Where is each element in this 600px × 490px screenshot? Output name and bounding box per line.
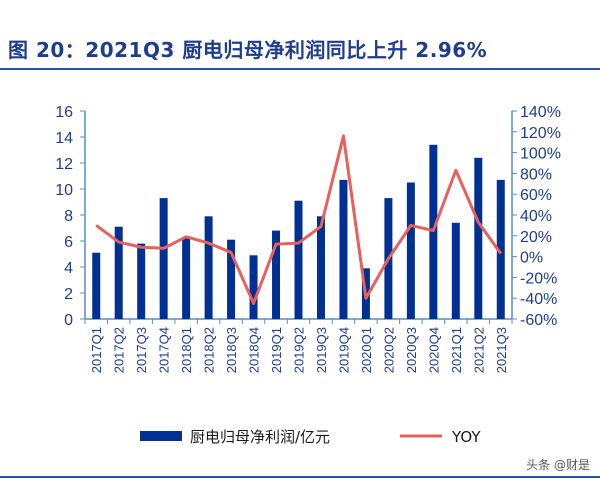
x-tick-label: 2019Q1 — [269, 327, 284, 373]
x-tick-label: 2021Q3 — [494, 327, 509, 373]
bar — [204, 216, 213, 319]
x-tick-label: 2020Q3 — [404, 327, 419, 373]
x-tick-label: 2019Q2 — [292, 327, 307, 373]
bar — [137, 243, 146, 319]
right-tick-label: 120% — [520, 125, 561, 142]
x-tick-label: 2017Q2 — [112, 327, 127, 373]
figure-title: 图 20：2021Q3 厨电归母净利润同比上升 2.96% — [8, 38, 488, 62]
x-tick-label: 2018Q4 — [247, 327, 262, 373]
left-tick-label: 12 — [55, 156, 73, 173]
left-tick-label: 8 — [64, 208, 73, 225]
right-tick-label: 40% — [520, 208, 552, 225]
x-tick-label: 2017Q4 — [157, 327, 172, 373]
x-tick-label: 2020Q2 — [381, 327, 396, 373]
bar — [272, 230, 281, 319]
x-tick-label: 2020Q1 — [359, 327, 374, 373]
x-tick-label: 2018Q2 — [202, 327, 217, 373]
right-tick-label: 140% — [520, 104, 561, 121]
legend-swatch-bar — [140, 431, 182, 441]
title-divider — [0, 68, 600, 70]
bar — [316, 216, 325, 319]
x-tick-label: 2018Q1 — [179, 327, 194, 373]
watermark: 头条 @财是 — [526, 458, 590, 472]
bar — [227, 239, 236, 319]
left-tick-label: 14 — [55, 130, 73, 147]
bar — [249, 255, 258, 319]
left-tick-label: 4 — [64, 260, 73, 277]
left-tick-label: 10 — [55, 182, 73, 199]
x-tick-label: 2019Q4 — [336, 327, 351, 373]
bar — [92, 252, 101, 319]
legend-label-line: YOY — [451, 428, 481, 446]
bar — [294, 200, 303, 319]
right-tick-label: 100% — [520, 146, 561, 163]
left-tick-label: 6 — [64, 234, 73, 251]
bar — [114, 226, 123, 319]
bar — [496, 179, 505, 319]
bar — [182, 238, 191, 319]
x-tick-label: 2021Q2 — [471, 327, 486, 373]
right-tick-label: -60% — [520, 312, 557, 329]
right-tick-label: 0% — [520, 250, 543, 267]
bar — [406, 182, 415, 319]
x-tick-label: 2018Q3 — [224, 327, 239, 373]
x-tick-label: 2021Q1 — [449, 327, 464, 373]
right-tick-label: -20% — [520, 270, 557, 287]
right-tick-label: 80% — [520, 166, 552, 183]
bar — [339, 179, 348, 319]
right-tick-label: -40% — [520, 291, 557, 308]
bar — [451, 222, 460, 319]
bar — [159, 198, 168, 319]
left-tick-label: 16 — [55, 104, 73, 121]
legend-label-bar: 厨电归母净利润/亿元 — [190, 428, 330, 446]
x-tick-label: 2017Q1 — [89, 327, 104, 373]
left-tick-label: 0 — [64, 312, 73, 329]
right-tick-label: 60% — [520, 187, 552, 204]
bar — [474, 157, 483, 319]
x-tick-label: 2017Q3 — [134, 327, 149, 373]
left-tick-label: 2 — [64, 286, 73, 303]
right-tick-label: 20% — [520, 229, 552, 246]
x-tick-label: 2020Q4 — [426, 327, 441, 373]
bottom-divider — [0, 476, 600, 478]
x-tick-label: 2019Q3 — [314, 327, 329, 373]
